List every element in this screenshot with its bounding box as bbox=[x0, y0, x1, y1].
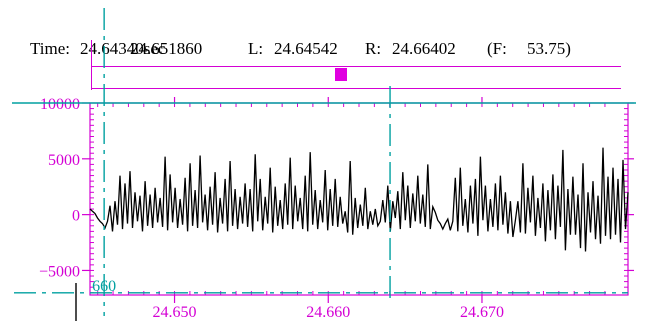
y-axis-ticks: 10000 5000 0 −5000 bbox=[39, 96, 634, 280]
x-axis-ticks: 24.650 24.660 24.670 bbox=[153, 97, 504, 321]
x-tick-label: 24.660 bbox=[306, 304, 350, 321]
y-tick-label: 5000 bbox=[48, 152, 80, 169]
scrollbar-track-top bbox=[91, 66, 621, 67]
x-tick-label: 24.670 bbox=[460, 304, 504, 321]
cursor-readout: 660 bbox=[92, 278, 116, 295]
frequency-value: 53.75) bbox=[527, 39, 571, 58]
y-tick-label: 10000 bbox=[40, 96, 80, 113]
left-cursor-label: L: bbox=[248, 39, 264, 58]
x-tick-label: 24.650 bbox=[153, 304, 197, 321]
cursor-info-header: Time: 24.64340sec 24.651860 L: 24.64542 … bbox=[0, 0, 657, 100]
overlap-value: 24.651860 bbox=[130, 39, 203, 58]
scrollbar-track-bottom bbox=[91, 88, 621, 89]
right-cursor-value: 24.66402 bbox=[392, 39, 456, 58]
right-cursor-label: R: bbox=[365, 39, 382, 58]
y-tick-label: −5000 bbox=[39, 263, 80, 280]
time-value: 24.64340sec bbox=[80, 39, 166, 58]
scrollbar-track-left bbox=[91, 40, 92, 90]
waveform-line bbox=[89, 147, 629, 252]
scrollbar-thumb[interactable] bbox=[335, 68, 347, 81]
left-cursor-value: 24.64542 bbox=[274, 39, 338, 58]
time-label: Time: bbox=[30, 39, 71, 58]
frequency-label: (F: bbox=[487, 39, 507, 58]
y-tick-label: 0 bbox=[72, 208, 80, 225]
